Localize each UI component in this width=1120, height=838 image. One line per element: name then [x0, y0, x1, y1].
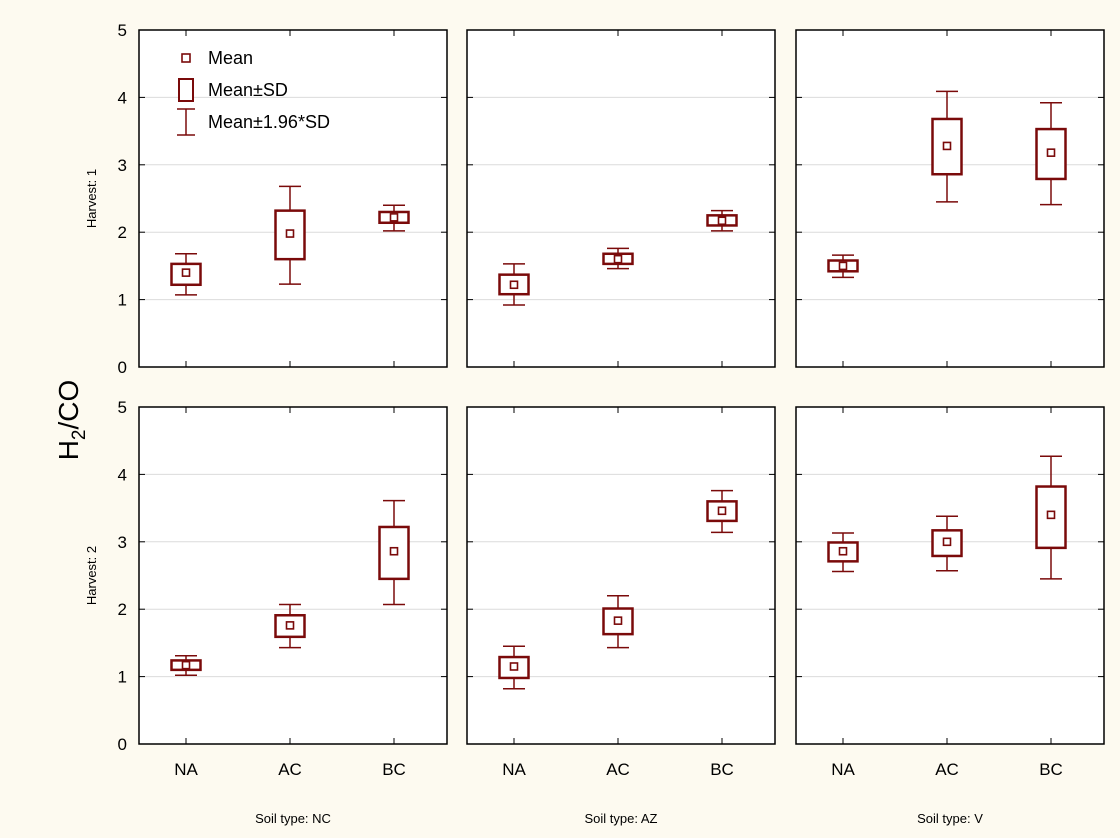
panel-frame	[138, 29, 448, 368]
mean-marker	[509, 662, 519, 671]
panel-frame	[138, 406, 448, 745]
panel-r1-c2	[466, 29, 776, 368]
mean-marker	[389, 546, 399, 556]
sd-box	[378, 525, 410, 581]
mean-marker	[717, 216, 727, 226]
panel-r2-c1	[138, 406, 448, 745]
mean-marker	[181, 660, 191, 670]
box-na	[498, 645, 530, 690]
mean-marker	[1046, 148, 1056, 157]
mean-marker	[1046, 510, 1056, 520]
y-tick-label: 1	[118, 291, 127, 310]
mean-marker	[942, 141, 952, 151]
panel-frame	[466, 406, 776, 745]
row-label-harvest-1: Harvest: 1	[84, 169, 99, 228]
legend-item-whisker: Mean±1.96*SD	[177, 108, 330, 136]
y-axis-title-sub: 2	[69, 429, 90, 440]
box-na	[498, 263, 530, 306]
y-axis-title: H2/CO	[53, 380, 90, 461]
x-tick-label-na: NA	[174, 760, 198, 779]
mean-marker	[181, 268, 191, 277]
mean-marker	[838, 546, 848, 556]
y-tick-label: 5	[118, 398, 127, 417]
box-bc	[378, 204, 410, 232]
column-label-1: Soil type: NC	[255, 811, 331, 826]
y-tick-label: 1	[118, 668, 127, 687]
panel-frame	[795, 29, 1105, 368]
legend-sd-box	[178, 78, 194, 102]
box-bc	[1035, 102, 1067, 206]
box-na	[170, 253, 202, 296]
mean-marker	[509, 280, 519, 290]
x-tick-label-ac: AC	[278, 760, 302, 779]
panel-r2-c3	[795, 406, 1105, 745]
panel-background	[467, 407, 775, 744]
legend: Mean Mean±SD Mean±1.96*SD	[177, 48, 330, 136]
mean-marker	[285, 229, 295, 238]
box-ac	[274, 603, 306, 649]
panel-background	[796, 407, 1104, 744]
y-tick-label: 4	[118, 88, 127, 107]
mean-marker	[942, 537, 952, 547]
panel-background	[796, 30, 1104, 367]
mean-marker	[717, 506, 727, 516]
legend-item-mean: Mean	[181, 48, 253, 68]
box-bc	[706, 489, 738, 534]
box-na	[827, 532, 859, 573]
legend-label: Mean	[208, 48, 253, 68]
y-axis-title-rest: /CO	[53, 380, 84, 430]
column-label-3: Soil type: V	[917, 811, 983, 826]
legend-mean-marker	[181, 53, 191, 63]
mean-marker	[389, 213, 399, 222]
box-ac	[274, 185, 306, 285]
x-tick-label-bc: BC	[382, 760, 406, 779]
mean-marker	[838, 261, 848, 271]
x-tick-label-na: NA	[831, 760, 855, 779]
box-ac	[602, 247, 634, 270]
y-tick-label: 2	[118, 600, 127, 619]
legend-label: Mean±SD	[208, 80, 288, 100]
mean-marker	[285, 621, 295, 630]
panels-layer: 0 1 2 3 4 5 Harvest: 1 0 1 2 3 4 5 Harvest: 2 NA AC BC So…	[84, 21, 1105, 826]
y-axis-title-main: H	[53, 440, 84, 460]
x-tick-label-bc: BC	[710, 760, 734, 779]
box-bc	[706, 209, 738, 232]
y-tick-label: 3	[118, 533, 127, 552]
y-tick-label: 0	[118, 358, 127, 377]
y-tick-label: 2	[118, 223, 127, 242]
row-label-harvest-2: Harvest: 2	[84, 546, 99, 605]
panel-r2-c2	[466, 406, 776, 745]
mean-marker	[613, 616, 623, 625]
y-tick-label: 0	[118, 735, 127, 754]
box-na	[170, 654, 202, 677]
panel-background	[467, 30, 775, 367]
x-tick-label-ac: AC	[606, 760, 630, 779]
mean-marker	[613, 254, 623, 264]
y-tick-label: 4	[118, 465, 127, 484]
box-bc	[1035, 455, 1067, 580]
panel-frame	[795, 406, 1105, 745]
box-bc	[378, 499, 410, 606]
legend-item-box: Mean±SD	[178, 78, 288, 102]
x-tick-label-bc: BC	[1039, 760, 1063, 779]
box-ac	[602, 594, 634, 649]
box-ac	[931, 90, 963, 203]
panel-frame	[466, 29, 776, 368]
legend-label: Mean±1.96*SD	[208, 112, 330, 132]
y-tick-label: 5	[118, 21, 127, 40]
box-na	[827, 254, 859, 279]
panel-r1-c3	[795, 29, 1105, 368]
x-tick-label-na: NA	[502, 760, 526, 779]
box-ac	[931, 515, 963, 572]
svg-text:H2/CO: H2/CO	[53, 380, 90, 461]
y-tick-label: 3	[118, 156, 127, 175]
column-label-2: Soil type: AZ	[585, 811, 658, 826]
x-tick-label-ac: AC	[935, 760, 959, 779]
